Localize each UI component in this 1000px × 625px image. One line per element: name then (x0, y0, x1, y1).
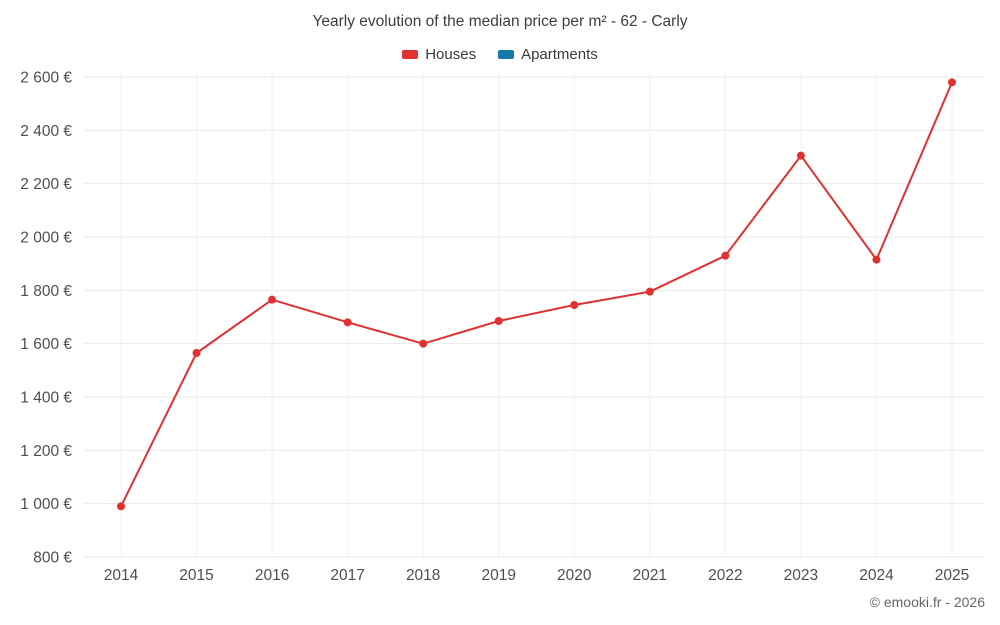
y-tick-label: 800 € (33, 550, 72, 567)
chart-title: Yearly evolution of the median price per… (312, 13, 688, 30)
data-point[interactable] (570, 301, 579, 309)
x-tick-label: 2015 (179, 567, 213, 584)
y-tick-label: 2 000 € (20, 230, 72, 247)
y-tick-label: 2 400 € (20, 123, 72, 140)
copyright-text: © emooki.fr - 2026 (869, 594, 985, 610)
legend-item-apartments[interactable]: Apartments (498, 46, 598, 63)
legend-label-houses: Houses (425, 46, 477, 63)
x-tick-label: 2016 (255, 567, 289, 584)
data-point[interactable] (117, 502, 125, 511)
data-point[interactable] (645, 287, 654, 296)
x-tick-label: 2025 (935, 567, 969, 584)
x-tick-label: 2021 (633, 567, 667, 584)
x-tick-label: 2014 (104, 567, 139, 584)
x-tick-label: 2018 (406, 567, 440, 584)
y-tick-label: 1 000 € (20, 496, 72, 513)
x-tick-label: 2022 (708, 567, 742, 584)
y-tick-label: 1 800 € (20, 283, 72, 300)
y-tick-label: 1 600 € (20, 336, 72, 353)
data-point[interactable] (494, 317, 503, 325)
data-point[interactable] (419, 339, 428, 348)
y-tick-label: 1 200 € (20, 443, 72, 460)
x-tick-label: 2020 (557, 567, 592, 584)
x-tick-label: 2024 (859, 567, 894, 584)
legend-item-houses[interactable]: Houses (402, 46, 476, 63)
series-line-houses (120, 81, 953, 508)
y-tick-label: 2 600 € (20, 70, 72, 87)
y-tick-label: 2 200 € (20, 176, 72, 193)
x-tick-label: 2017 (330, 567, 364, 584)
x-tick-label: 2019 (481, 567, 515, 584)
data-point[interactable] (796, 151, 805, 160)
data-point[interactable] (948, 78, 956, 87)
houses-swatch-icon (402, 50, 419, 59)
data-point[interactable] (192, 349, 201, 357)
apartments-swatch-icon (498, 50, 515, 59)
data-point[interactable] (872, 255, 881, 264)
data-point[interactable] (721, 251, 730, 260)
legend: Houses Apartments (0, 46, 1000, 63)
data-point[interactable] (343, 318, 352, 327)
y-tick-label: 1 400 € (20, 390, 72, 407)
legend-label-apartments: Apartments (521, 46, 598, 63)
x-tick-label: 2023 (784, 567, 818, 584)
data-point[interactable] (268, 295, 277, 304)
